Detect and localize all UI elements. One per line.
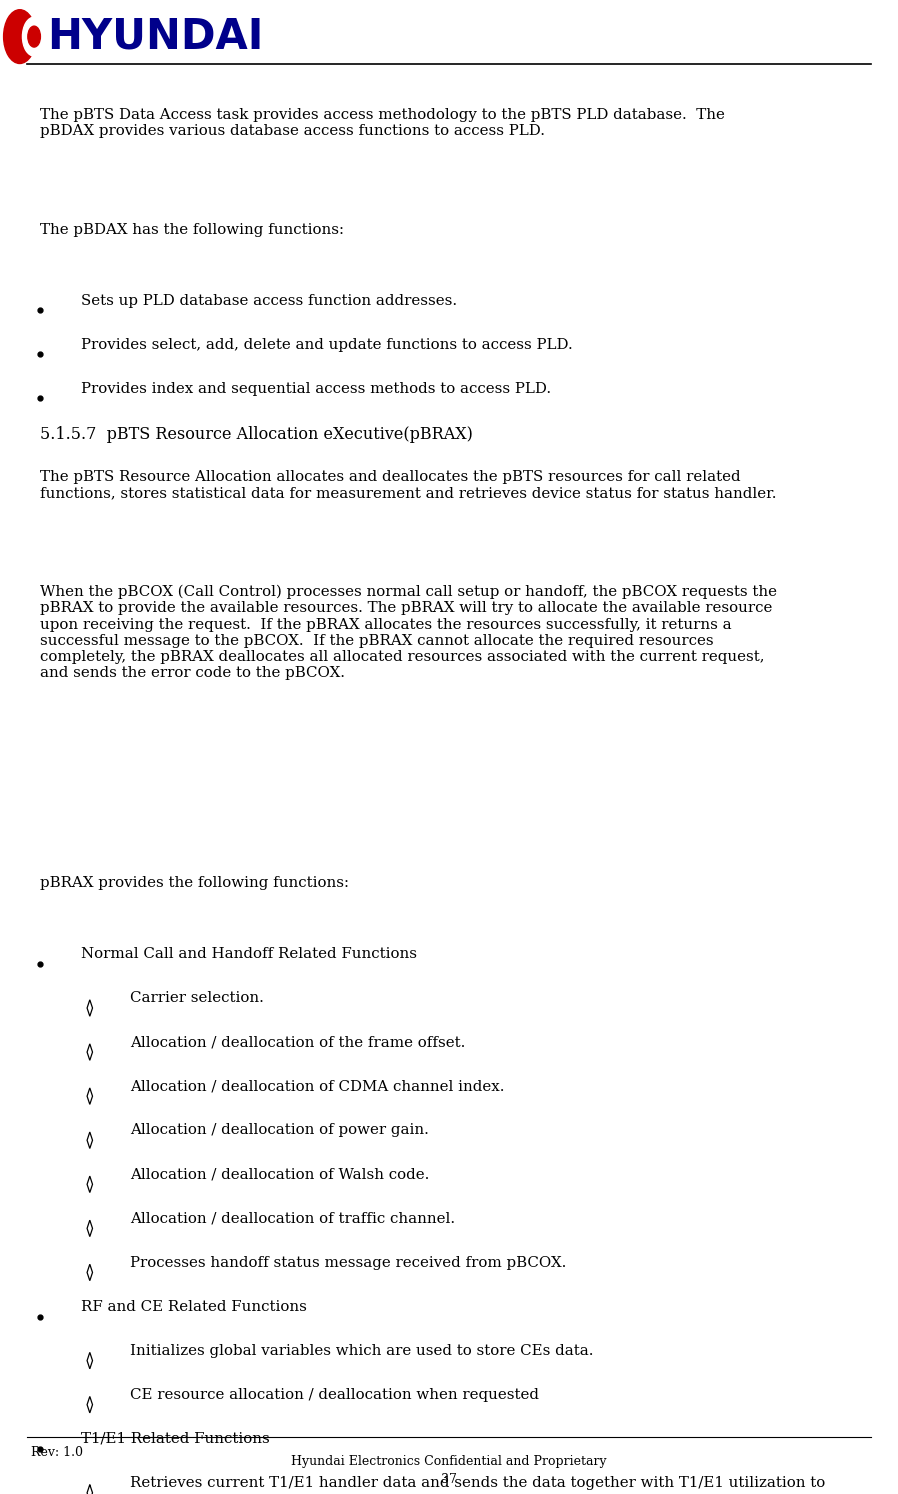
- Circle shape: [4, 9, 36, 63]
- Text: Provides index and sequential access methods to access PLD.: Provides index and sequential access met…: [81, 381, 551, 396]
- Text: Allocation / deallocation of Walsh code.: Allocation / deallocation of Walsh code.: [130, 1167, 429, 1182]
- Text: Allocation / deallocation of power gain.: Allocation / deallocation of power gain.: [130, 1123, 429, 1137]
- Text: Allocation / deallocation of the frame offset.: Allocation / deallocation of the frame o…: [130, 1035, 465, 1049]
- Text: CE resource allocation / deallocation when requested: CE resource allocation / deallocation wh…: [130, 1388, 539, 1401]
- Text: pBRAX provides the following functions:: pBRAX provides the following functions:: [40, 875, 349, 890]
- Text: 5.1.5.7  pBTS Resource Allocation eXecutive(pBRAX): 5.1.5.7 pBTS Resource Allocation eXecuti…: [40, 426, 473, 442]
- Text: 37: 37: [441, 1473, 457, 1485]
- Text: The pBTS Resource Allocation allocates and deallocates the pBTS resources for ca: The pBTS Resource Allocation allocates a…: [40, 469, 777, 500]
- Text: Processes handoff status message received from pBCOX.: Processes handoff status message receive…: [130, 1255, 567, 1270]
- Text: Allocation / deallocation of CDMA channel index.: Allocation / deallocation of CDMA channe…: [130, 1079, 505, 1094]
- Text: The pBTS Data Access task provides access methodology to the pBTS PLD database. : The pBTS Data Access task provides acces…: [40, 108, 726, 137]
- Text: Hyundai Electronics Confidential and Proprietary: Hyundai Electronics Confidential and Pro…: [291, 1455, 607, 1467]
- Text: Allocation / deallocation of traffic channel.: Allocation / deallocation of traffic cha…: [130, 1212, 455, 1225]
- Circle shape: [28, 25, 40, 46]
- Text: Retrieves current T1/E1 handler data and sends the data together with T1/E1 util: Retrieves current T1/E1 handler data and…: [130, 1476, 825, 1490]
- Text: Initializes global variables which are used to store CEs data.: Initializes global variables which are u…: [130, 1345, 594, 1358]
- Text: Rev: 1.0: Rev: 1.0: [31, 1446, 84, 1458]
- Text: Provides select, add, delete and update functions to access PLD.: Provides select, add, delete and update …: [81, 338, 573, 351]
- Text: The pBDAX has the following functions:: The pBDAX has the following functions:: [40, 223, 345, 236]
- Circle shape: [22, 16, 46, 55]
- Text: HYUNDAI: HYUNDAI: [48, 15, 264, 58]
- Text: Carrier selection.: Carrier selection.: [130, 992, 264, 1005]
- Text: Sets up PLD database access function addresses.: Sets up PLD database access function add…: [81, 293, 457, 308]
- Text: Normal Call and Handoff Related Functions: Normal Call and Handoff Related Function…: [81, 947, 417, 961]
- Text: When the pBCOX (Call Control) processes normal call setup or handoff, the pBCOX : When the pBCOX (Call Control) processes …: [40, 584, 778, 680]
- Text: T1/E1 Related Functions: T1/E1 Related Functions: [81, 1431, 269, 1446]
- Text: RF and CE Related Functions: RF and CE Related Functions: [81, 1300, 307, 1313]
